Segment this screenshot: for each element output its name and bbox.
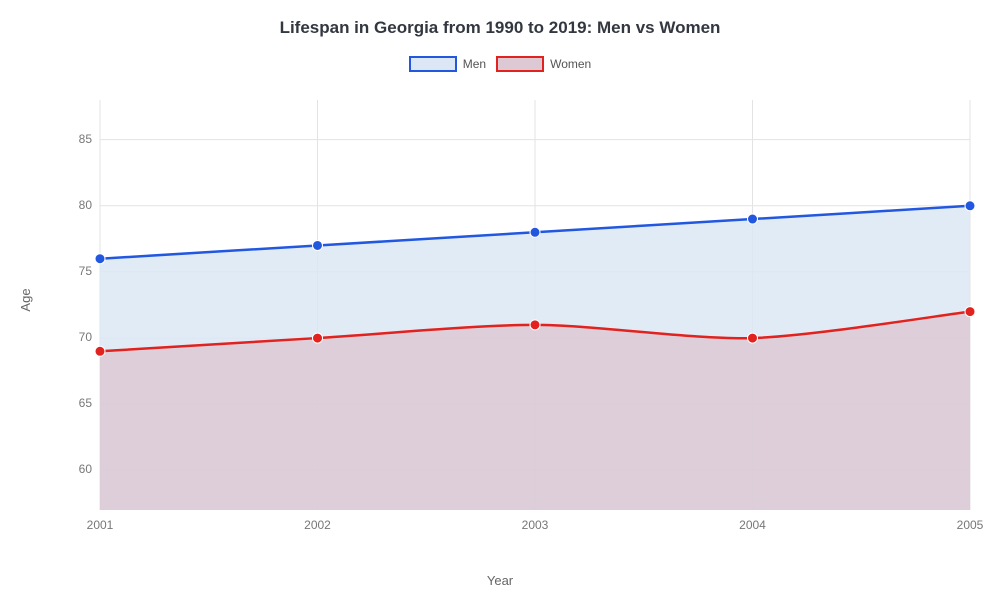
x-tick-label: 2001 (80, 518, 120, 532)
plot-area (60, 95, 980, 535)
y-tick-label: 75 (62, 264, 92, 278)
chart-container: Lifespan in Georgia from 1990 to 2019: M… (0, 0, 1000, 600)
legend-swatch-men (409, 56, 457, 72)
x-axis-label: Year (487, 573, 513, 588)
x-tick-label: 2002 (298, 518, 338, 532)
y-tick-label: 80 (62, 198, 92, 212)
x-tick-label: 2004 (733, 518, 773, 532)
legend: Men Women (0, 56, 1000, 72)
y-tick-label: 85 (62, 132, 92, 146)
plot-svg (60, 95, 980, 535)
legend-label-men: Men (463, 57, 486, 71)
y-tick-label: 70 (62, 330, 92, 344)
y-tick-label: 65 (62, 396, 92, 410)
chart-title: Lifespan in Georgia from 1990 to 2019: M… (0, 0, 1000, 38)
legend-label-women: Women (550, 57, 591, 71)
x-tick-label: 2003 (515, 518, 555, 532)
legend-item-men[interactable]: Men (409, 56, 486, 72)
legend-item-women[interactable]: Women (496, 56, 591, 72)
y-tick-label: 60 (62, 462, 92, 476)
x-tick-label: 2005 (950, 518, 990, 532)
legend-swatch-women (496, 56, 544, 72)
y-axis-label: Age (18, 288, 33, 311)
